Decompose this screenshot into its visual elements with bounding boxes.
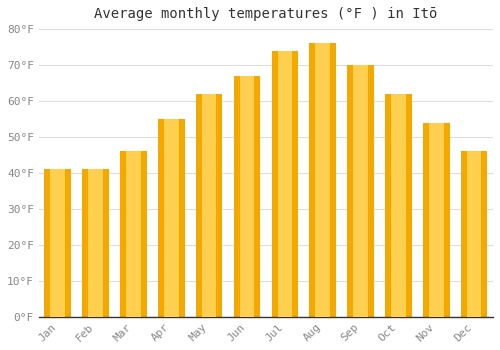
Bar xyxy=(272,51,298,317)
Bar xyxy=(240,76,254,317)
Bar xyxy=(423,122,450,317)
Bar xyxy=(429,122,444,317)
Bar xyxy=(354,65,368,317)
Bar xyxy=(316,43,330,317)
Bar xyxy=(196,94,222,317)
Bar xyxy=(310,43,336,317)
Bar xyxy=(461,151,487,317)
Bar xyxy=(278,51,292,317)
Bar xyxy=(391,94,406,317)
Bar xyxy=(348,65,374,317)
Bar xyxy=(44,169,71,317)
Bar xyxy=(385,94,411,317)
Bar xyxy=(467,151,481,317)
Bar xyxy=(164,119,178,317)
Bar xyxy=(120,151,146,317)
Bar xyxy=(234,76,260,317)
Bar xyxy=(82,169,109,317)
Bar xyxy=(158,119,184,317)
Title: Average monthly temperatures (°F ) in Itō: Average monthly temperatures (°F ) in It… xyxy=(94,7,438,21)
Bar xyxy=(202,94,216,317)
Bar xyxy=(126,151,140,317)
Bar xyxy=(50,169,65,317)
Bar xyxy=(88,169,103,317)
